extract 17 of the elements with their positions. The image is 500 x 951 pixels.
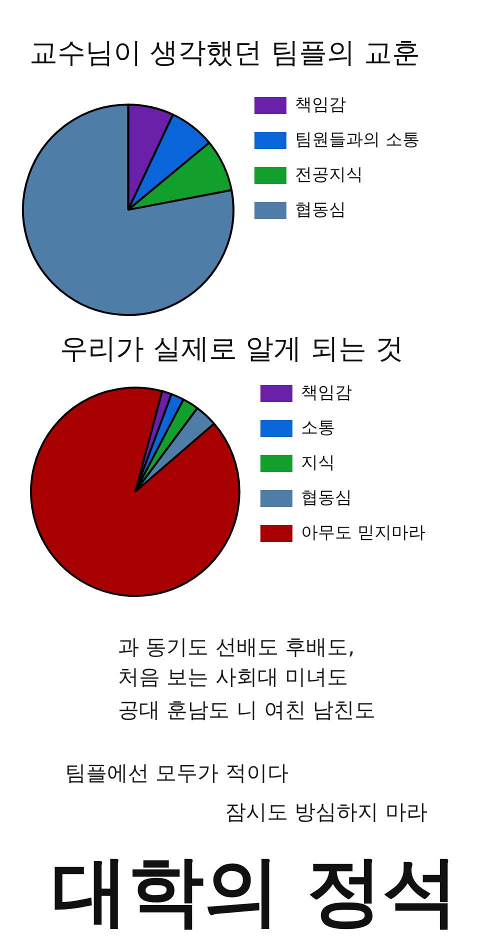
legend-label: 책임감 bbox=[300, 382, 352, 403]
text: 잠시도 방심하지 마라 bbox=[225, 799, 428, 825]
chart-title: 우리가 실제로 알게 되는 것 bbox=[60, 332, 404, 366]
legend-label: 지식 bbox=[300, 452, 335, 473]
legend-label: 책임감 bbox=[294, 94, 346, 115]
legend-label: 전공지식 bbox=[294, 164, 363, 185]
legend-label: 팀원들과의 소통 bbox=[294, 130, 420, 150]
text: 공대 훈남도 니 여친 남친도 bbox=[118, 697, 376, 723]
legend-label: 아무도 믿지마라 bbox=[300, 522, 426, 543]
chart-title: 교수님이 생각했던 팀플의 교훈 bbox=[29, 36, 420, 70]
text: 과 동기도 선배도 후배도, bbox=[118, 634, 355, 660]
text: 대학의 정석 bbox=[52, 846, 458, 935]
text: 처음 보는 사회대 미녀도 bbox=[118, 664, 348, 690]
legend-label: 협동심 bbox=[294, 200, 346, 220]
legend-label: 소통 bbox=[300, 418, 335, 438]
legend-label: 협동심 bbox=[300, 488, 352, 508]
text: 팀플에선 모두가 적이다 bbox=[65, 760, 288, 786]
